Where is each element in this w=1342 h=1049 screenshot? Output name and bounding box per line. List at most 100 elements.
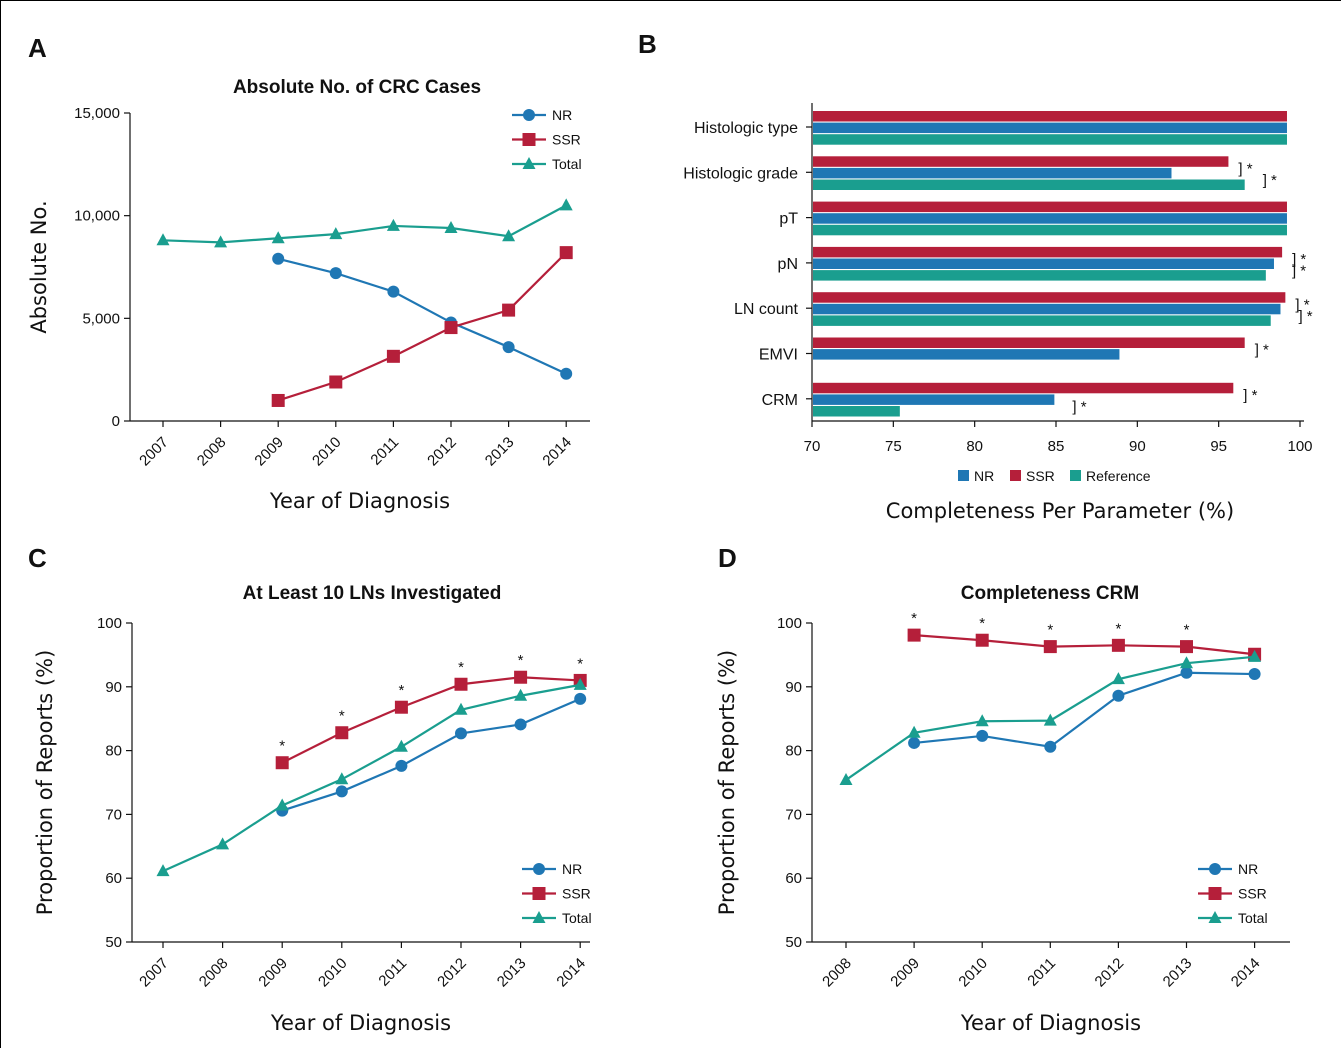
y-tick-label: 50 (105, 934, 122, 951)
data-point-total (1043, 713, 1057, 726)
bar-nr (813, 213, 1287, 224)
data-point-ssr (1180, 640, 1193, 654)
x-tick-label: 2012 (424, 434, 460, 470)
y-tick-label: 70 (785, 806, 802, 823)
category-label: CRM (762, 392, 798, 409)
data-point-nr (1248, 668, 1261, 681)
data-point-ssr (502, 303, 516, 317)
data-point-total (1111, 672, 1125, 685)
category-label: LN count (734, 301, 799, 318)
series-line-nr (277, 257, 567, 375)
significance-star: * (398, 682, 404, 699)
x-tick-label: 95 (1210, 438, 1227, 455)
x-tick-label: 2008 (196, 955, 232, 991)
data-point-ssr (335, 726, 349, 740)
data-point-total (573, 677, 587, 690)
data-point-nr (387, 285, 400, 298)
data-point-nr (455, 727, 467, 740)
data-point-total (271, 231, 285, 244)
x-tick-label: 2007 (136, 434, 172, 470)
x-tick-label: 2010 (309, 434, 345, 470)
x-tick-label: 2012 (1092, 955, 1128, 991)
significance-star: * (979, 615, 985, 632)
legend-marker-ssr (522, 133, 536, 146)
data-point-total (907, 725, 921, 738)
panel-b-chart: 70 75 80 85 90 95 100 Histologic type Histologic… (683, 103, 1313, 523)
x-tick-label: 2011 (367, 434, 402, 469)
legend-swatch-nr (958, 470, 969, 481)
panel-letter-d: D (718, 543, 737, 573)
data-point-total (975, 714, 989, 727)
significance-star: * (279, 738, 285, 755)
data-point-total (156, 233, 170, 246)
legend-marker-ssr (532, 887, 546, 900)
y-tick-label: 90 (785, 679, 802, 696)
legend-label-nr: NR (562, 861, 582, 877)
y-tick-label: 10,000 (74, 208, 120, 225)
series-line-ssr (277, 251, 567, 402)
y-axis-label: Proportion of Reports (%) (715, 650, 739, 916)
category-label: EMVI (759, 347, 798, 364)
significance-star: * (458, 659, 464, 676)
data-point-total (394, 739, 408, 752)
data-point-total (216, 837, 230, 850)
x-tick-label: 2010 (955, 955, 991, 991)
bar-nr (813, 394, 1055, 405)
bar-nr (813, 258, 1274, 269)
significance-bracket: ] * (1263, 172, 1277, 189)
panel-a-chart: Absolute No. of CRC Cases 0 5,000 10,000 15,… (27, 77, 590, 513)
bar-ssr (813, 156, 1229, 167)
y-tick-label: 0 (112, 413, 120, 430)
series-line-nr (913, 671, 1255, 748)
bar-ssr (813, 292, 1286, 303)
category-label: pT (779, 211, 798, 228)
legend-label-total: Total (562, 910, 592, 926)
significance-star: * (1184, 622, 1190, 639)
data-point-ssr (559, 246, 573, 260)
y-axis-label: Absolute No. (27, 200, 51, 333)
bar-ssr (813, 201, 1287, 213)
data-point-total (559, 198, 573, 211)
x-tick-label: 2013 (482, 434, 518, 470)
x-tick-label: 2009 (887, 955, 923, 991)
data-point-total (502, 229, 516, 242)
bar-reference (813, 134, 1287, 145)
data-point-ssr (386, 349, 400, 363)
legend-swatch-ssr (1010, 470, 1021, 481)
bar-ssr (813, 337, 1245, 348)
x-tick-label: 90 (1129, 438, 1146, 455)
x-tick-label: 80 (966, 438, 983, 455)
data-point-ssr (444, 321, 458, 335)
y-tick-label: 60 (105, 870, 122, 887)
significance-star: * (339, 708, 345, 725)
bar-nr (813, 122, 1287, 134)
y-tick-label: 80 (785, 743, 802, 760)
legend-label-nr: NR (1238, 861, 1258, 877)
data-point-ssr (271, 393, 285, 407)
data-point-nr (329, 267, 342, 280)
x-axis-label: Completeness Per Parameter (%) (886, 499, 1234, 523)
series-line-total (162, 204, 567, 244)
data-point-nr (574, 692, 587, 705)
x-axis-label: Year of Diagnosis (270, 1011, 451, 1035)
data-point-nr (1180, 666, 1193, 679)
data-point-ssr (1111, 638, 1125, 652)
legend-label-ssr: SSR (552, 132, 581, 148)
legend-marker-total (522, 157, 536, 169)
x-tick-label: 2014 (553, 955, 589, 991)
x-tick-label: 2008 (819, 955, 855, 991)
chart-title: Completeness CRM (961, 583, 1139, 604)
y-tick-label: 100 (97, 615, 122, 632)
y-tick-label: 5,000 (82, 310, 120, 327)
data-point-total (514, 688, 528, 701)
data-point-total (1248, 649, 1262, 662)
x-tick-label: 2011 (375, 955, 410, 990)
data-point-total (214, 235, 228, 248)
x-tick-label: 2007 (136, 955, 172, 991)
x-tick-label: 2014 (1228, 955, 1264, 991)
data-point-nr (272, 252, 285, 265)
panel-letter-b: B (638, 29, 657, 59)
bar-ssr (813, 111, 1287, 122)
chart-title: At Least 10 LNs Investigated (243, 583, 502, 604)
data-point-total (1180, 656, 1193, 669)
